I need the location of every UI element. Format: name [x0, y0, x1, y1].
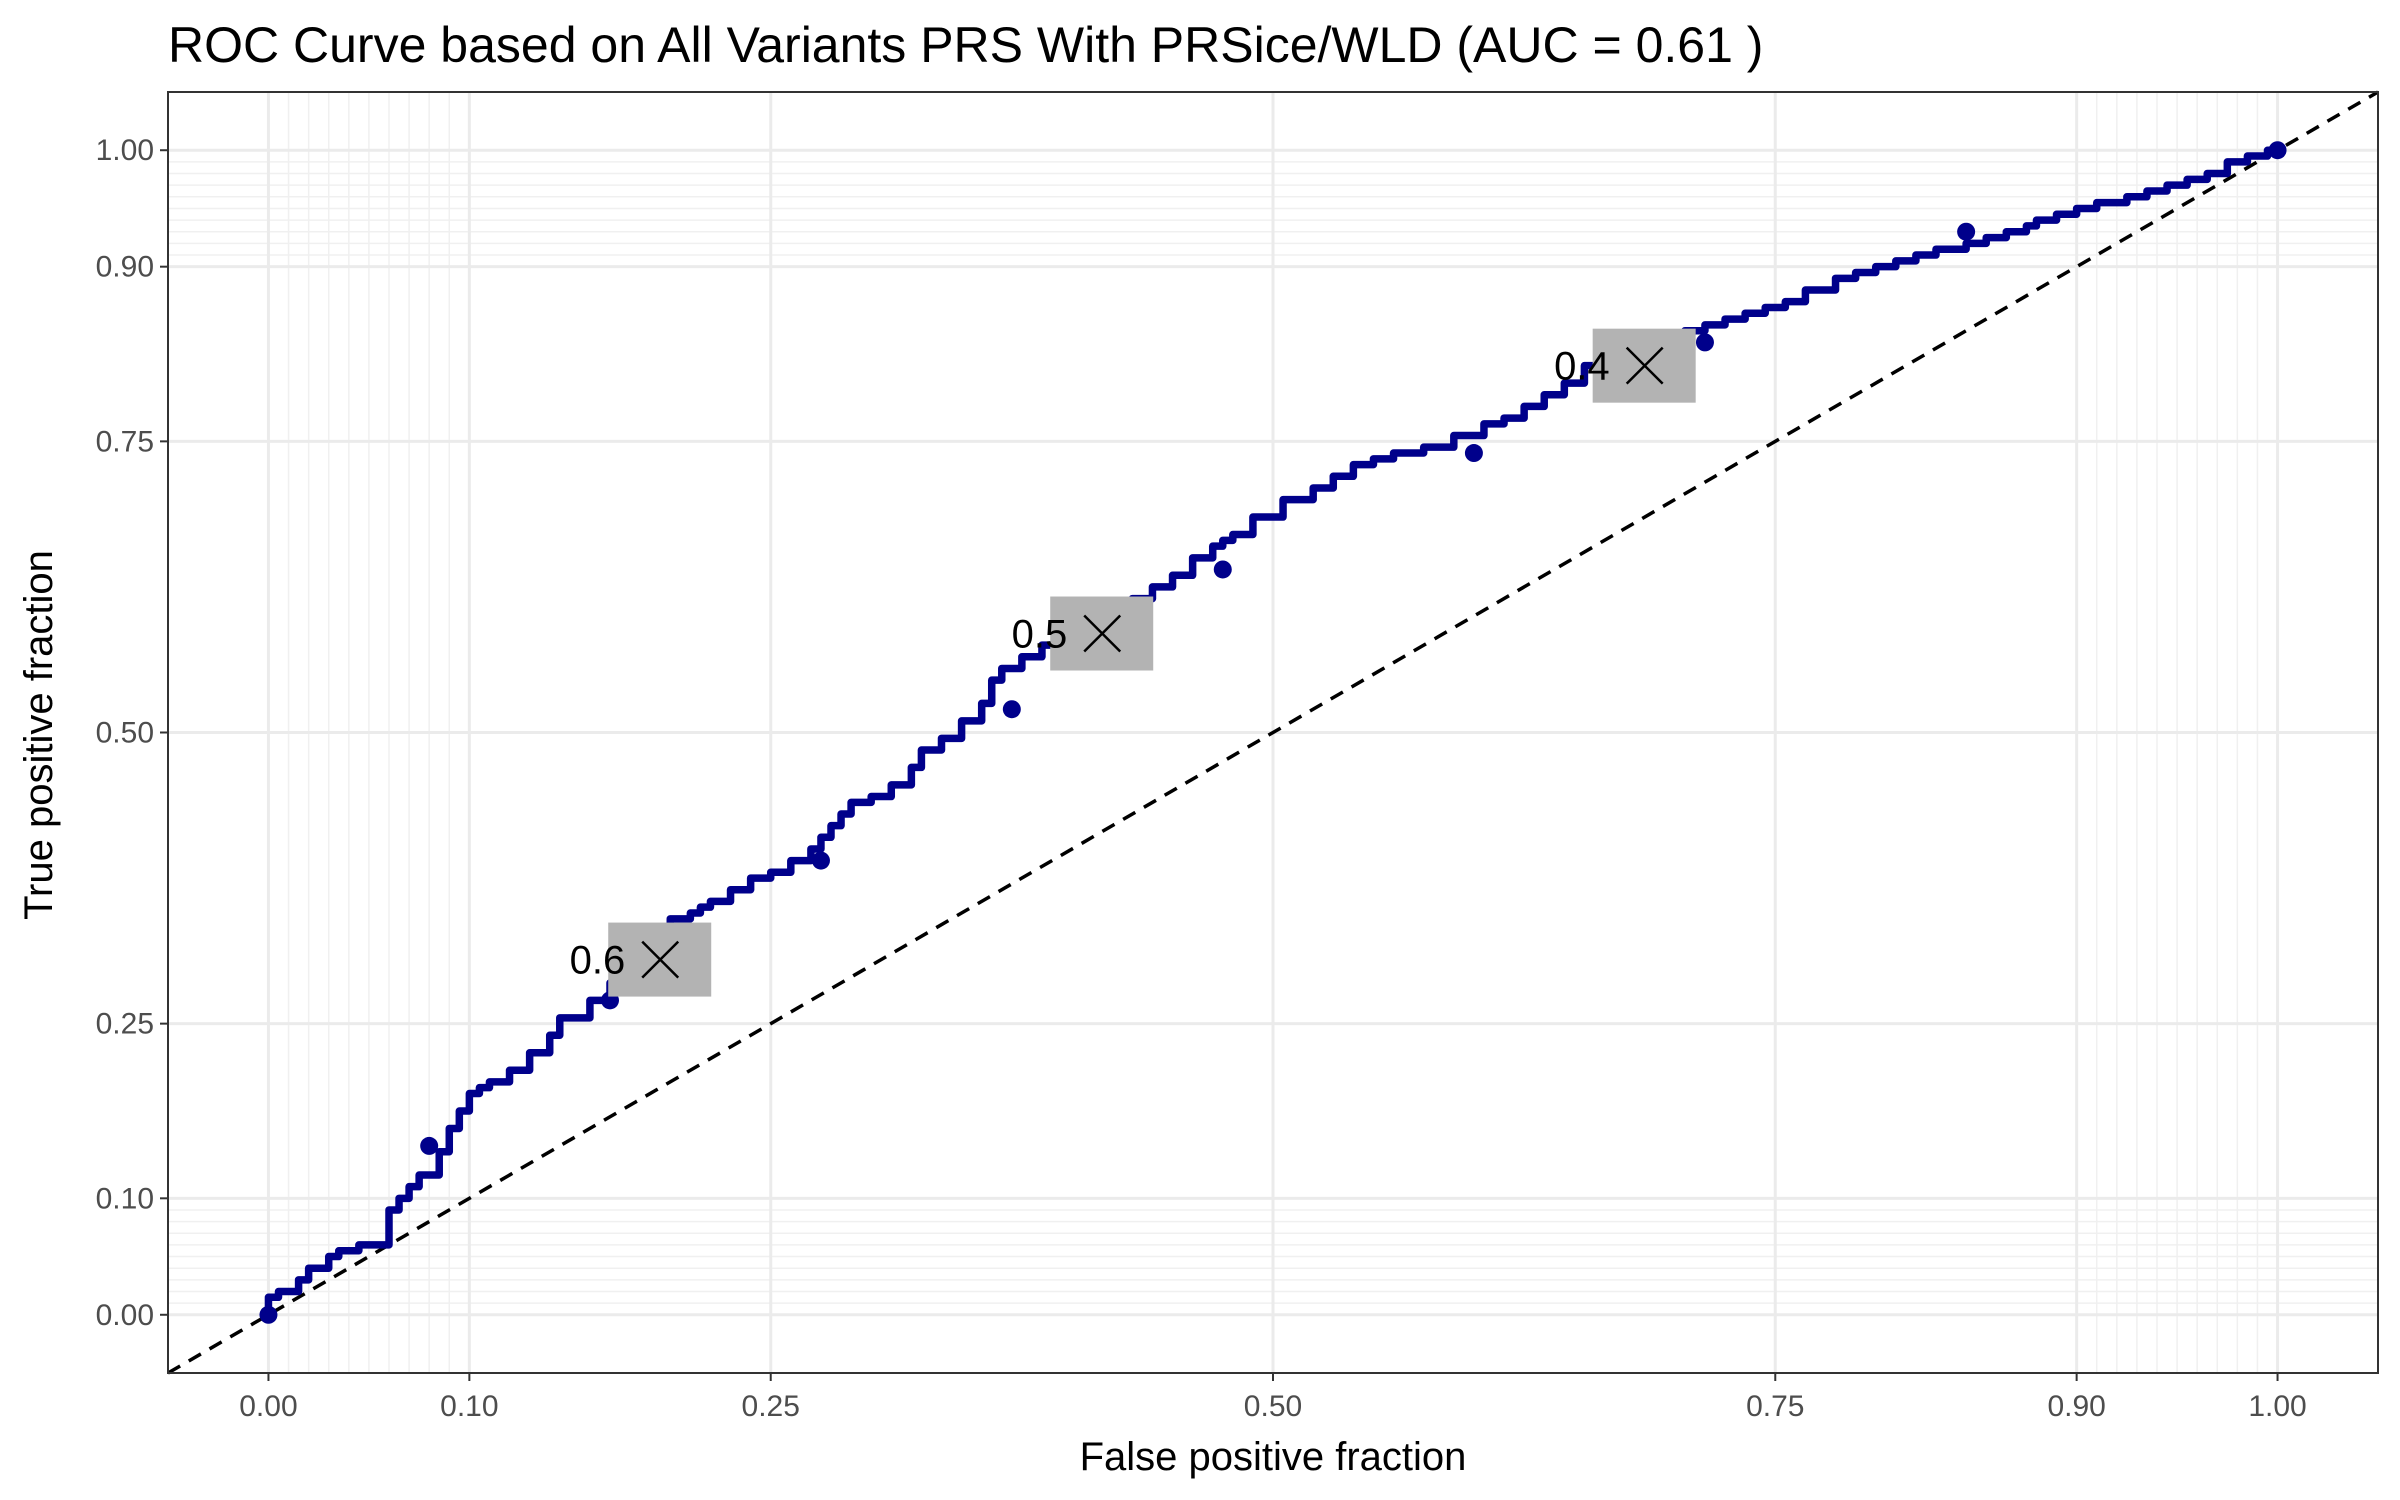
y-tick-label: 0.90 [96, 251, 154, 284]
cutoff-x-marker [1625, 346, 1664, 385]
y-tick-label: 1.00 [96, 134, 154, 167]
cutoff-label: 0.5 [1012, 613, 1068, 657]
x-tick-label: 0.50 [1244, 1390, 1302, 1423]
y-tick-label: 0.00 [96, 1299, 154, 1332]
y-tick-label: 0.50 [96, 717, 154, 750]
y-tick-label: 0.25 [96, 1008, 154, 1041]
x-axis-title: False positive fraction [1080, 1435, 1467, 1479]
roc-point [259, 1305, 278, 1324]
reference-diagonal-line [167, 90, 2379, 1375]
cutoff-label: 0.4 [1554, 345, 1610, 389]
roc-point [2268, 141, 2287, 160]
y-tick-label: 0.75 [96, 425, 154, 458]
roc-point [1957, 222, 1976, 241]
x-tick-label: 0.00 [239, 1390, 297, 1423]
x-tick-label: 0.10 [440, 1390, 498, 1423]
y-tick-label: 0.10 [96, 1182, 154, 1215]
cutoff-markers: 0.6 0.5 0.4 [570, 328, 1696, 997]
roc-points [259, 141, 2287, 1324]
roc-point [1002, 700, 1021, 719]
chart-title: ROC Curve based on All Variants PRS With… [168, 17, 1763, 73]
y-axis-ticks: 0.00 0.10 0.25 0.50 0.75 0.90 1.00 [96, 134, 168, 1332]
y-axis-title: True positive fraction [17, 550, 61, 920]
x-tick-label: 0.90 [2047, 1390, 2105, 1423]
roc-point [811, 851, 830, 870]
roc-point [420, 1136, 439, 1155]
roc-point [1695, 333, 1714, 352]
roc-point [1213, 560, 1232, 579]
x-axis-ticks: 0.00 0.10 0.25 0.50 0.75 0.90 1.00 [239, 1373, 2307, 1423]
cutoff-x-marker [1083, 614, 1122, 653]
x-tick-label: 0.25 [742, 1390, 800, 1423]
x-tick-label: 0.75 [1746, 1390, 1804, 1423]
cutoff-label: 0.6 [570, 939, 626, 983]
cutoff-x-marker [641, 940, 680, 979]
x-tick-label: 1.00 [2248, 1390, 2306, 1423]
roc-point [1464, 444, 1483, 463]
